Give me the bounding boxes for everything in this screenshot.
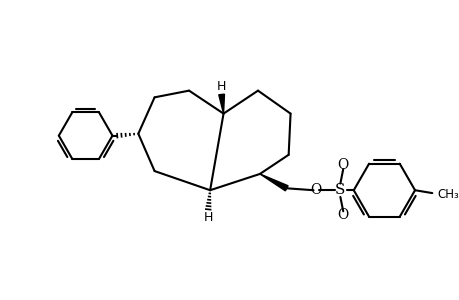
- Text: O: O: [337, 158, 348, 172]
- Text: H: H: [217, 80, 226, 93]
- Text: CH₃: CH₃: [436, 188, 458, 200]
- Text: O: O: [309, 183, 320, 197]
- Polygon shape: [259, 174, 287, 191]
- Text: S: S: [335, 183, 345, 197]
- Text: O: O: [337, 208, 348, 222]
- Polygon shape: [218, 94, 224, 114]
- Text: H: H: [203, 211, 213, 224]
